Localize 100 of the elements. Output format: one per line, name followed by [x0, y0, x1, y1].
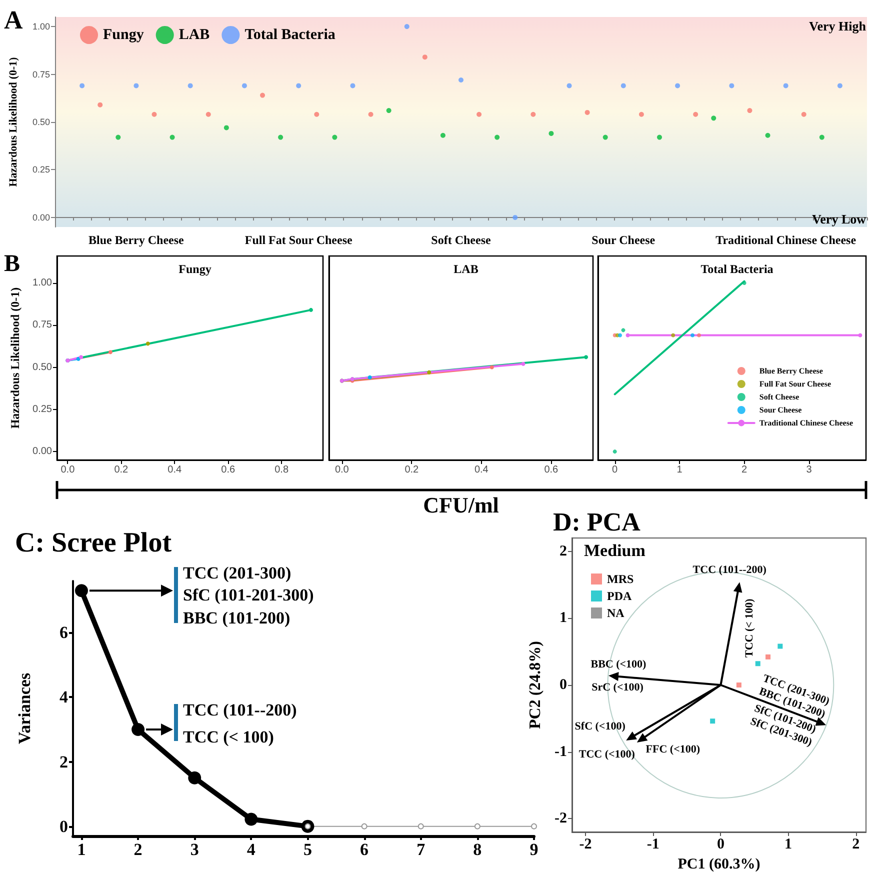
y-tick-label: -2: [554, 810, 567, 827]
point: [675, 83, 680, 88]
point: [332, 134, 338, 140]
legend-label: Total Bacteria: [244, 27, 336, 43]
y-axis-title: Hazardous Likelihood (0-1): [8, 287, 22, 429]
point: [521, 362, 526, 366]
x-tick-label: 7: [416, 840, 426, 859]
point: [418, 823, 424, 830]
legend-label: Full Fat Sour Cheese: [759, 380, 832, 388]
x-tick-label: 1: [784, 836, 792, 852]
x-tick-label: 0.8: [274, 464, 289, 476]
x-tick-label: 0.6: [544, 464, 559, 476]
point: [152, 112, 157, 117]
point: [386, 108, 392, 114]
x-tick-label: 5: [303, 840, 312, 859]
point: [626, 333, 630, 338]
point: [494, 134, 500, 140]
x-tick-label: 0.2: [404, 464, 420, 476]
legend-label: Fungy: [103, 27, 144, 43]
y-tick-label: 4: [60, 688, 68, 707]
point: [783, 83, 788, 88]
point: [260, 92, 266, 98]
point: [188, 83, 193, 88]
x-tick-label: 6: [360, 840, 369, 859]
point: [696, 333, 701, 338]
annotation: TCC (< 100): [183, 728, 274, 746]
legend-label: PDA: [607, 589, 632, 603]
point: [404, 24, 410, 30]
x-tick-label: 8: [473, 840, 482, 859]
point: [858, 333, 862, 338]
point: [474, 823, 480, 830]
y-tick-label: 0.00: [32, 212, 50, 222]
x-tick-label: 3: [806, 464, 812, 476]
point: [242, 83, 247, 88]
point: [368, 112, 374, 117]
x-tick-label: 0.0: [60, 464, 76, 476]
point: [837, 83, 842, 88]
annotation: TCC (101--200): [183, 700, 297, 720]
point: [710, 718, 716, 724]
x-tick-label: 0: [612, 464, 618, 476]
x-tick-label: 0.2: [114, 464, 129, 476]
y-axis-title: PC2 (24.8%): [527, 641, 544, 729]
y-tick-label: 0.75: [32, 320, 52, 331]
x-tick-label: 0.6: [221, 464, 236, 476]
annotation: TCC (101--200): [692, 564, 767, 576]
x-tick-label: 0.4: [474, 464, 489, 476]
point: [742, 280, 746, 285]
point: [512, 214, 518, 220]
point: [584, 110, 590, 115]
point: [819, 134, 824, 140]
point: [476, 112, 482, 117]
x-tick-label: Sour Cheese: [592, 233, 656, 247]
legend-label: NA: [607, 606, 625, 620]
y-tick-label: 2: [60, 752, 68, 772]
legend-label: Soft Cheese: [759, 392, 800, 402]
text: Total Bacteria: [700, 262, 774, 276]
point: [729, 83, 734, 88]
x-axis-title: PC1 (60.3%): [678, 856, 760, 872]
text: Fungy: [178, 262, 212, 276]
annotation: SrC (<100): [592, 682, 644, 694]
y-tick-label: 0: [560, 677, 567, 693]
point: [308, 308, 313, 312]
y-tick-label: 0.75: [32, 69, 50, 80]
annotation: Very Low: [812, 212, 867, 226]
point: [612, 450, 617, 454]
x-tick-label: 0.4: [168, 464, 182, 476]
point: [801, 112, 806, 117]
x-tick-label: 3: [190, 840, 199, 859]
annotation: Very High: [809, 18, 867, 34]
annotation: FFC (<100): [646, 743, 700, 756]
y-tick-label: 0.50: [32, 362, 52, 373]
x-tick-label: -2: [579, 836, 592, 852]
point: [458, 78, 464, 82]
point: [314, 112, 320, 117]
y-tick-label: 0.00: [32, 446, 52, 458]
y-tick-label: 0.50: [32, 117, 50, 127]
point: [620, 83, 626, 88]
point: [778, 644, 783, 649]
point: [736, 682, 742, 688]
point: [422, 54, 428, 60]
point: [75, 584, 88, 598]
x-tick-label: 2: [852, 836, 860, 852]
text: A: [4, 6, 23, 34]
point: [548, 130, 554, 136]
text: B: [4, 251, 20, 277]
x-tick-label: 9: [530, 840, 538, 859]
x-tick-label: 2: [134, 840, 142, 859]
x-tick-label: 0.0: [334, 464, 350, 476]
point: [693, 112, 698, 117]
point: [656, 134, 662, 140]
chart-title: D: PCA: [553, 508, 641, 536]
point: [350, 83, 356, 88]
y-tick-label: 0.25: [32, 404, 52, 415]
y-axis-title: Variances: [15, 672, 34, 744]
point: [711, 116, 716, 121]
point: [766, 654, 770, 660]
point: [638, 112, 644, 117]
point: [765, 132, 770, 138]
point: [531, 823, 537, 830]
point: [671, 333, 676, 338]
